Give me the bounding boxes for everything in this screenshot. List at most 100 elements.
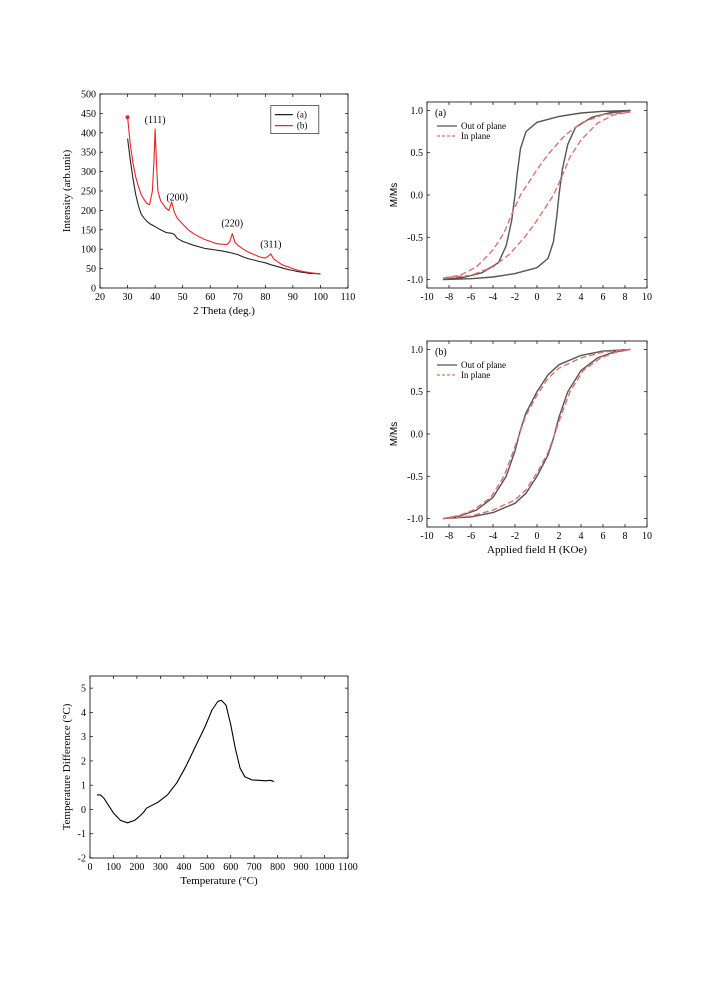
peak-annotation: (111) (145, 115, 166, 126)
x-tick-label: -6 (467, 531, 475, 542)
y-tick-label: -0.5 (407, 233, 423, 244)
panel-label: (a) (435, 108, 446, 119)
y-tick-label: -2 (78, 854, 86, 865)
plot-frame (89, 675, 349, 859)
x-tick-label: 400 (176, 862, 191, 873)
y-tick-label: 0.5 (411, 148, 424, 159)
x-tick-label: 10 (642, 292, 652, 303)
y-tick-label: 0.0 (411, 430, 424, 441)
x-tick-label: 4 (579, 531, 584, 542)
x-tick-label: 10 (642, 531, 652, 542)
y-tick-label: -1.0 (407, 514, 423, 525)
y-tick-label: 0.5 (411, 387, 424, 398)
x-tick-label: 30 (123, 292, 133, 303)
x-tick-label: 1100 (338, 862, 358, 873)
y-tick-label: 300 (81, 167, 96, 178)
x-tick-label: 70 (233, 292, 243, 303)
y-tick-label: 0 (91, 284, 96, 295)
x-tick-label: -2 (511, 531, 519, 542)
plot-frame (426, 101, 648, 289)
x-tick-label: 8 (623, 292, 628, 303)
peak-annotation: (220) (221, 219, 243, 230)
y-tick-label: 50 (86, 264, 96, 275)
x-tick-label: 900 (294, 862, 309, 873)
y-tick-label: 200 (81, 206, 96, 217)
mh-chart-a: -10 -8 -6 -4 -2 0 2 4 6 8 10 -1.0 -0.5 0.0 0.5 1.0 M/Ms (… (389, 101, 652, 303)
x-tick-label: 1000 (315, 862, 335, 873)
y-tick-label: 500 (81, 90, 96, 101)
x-tick-label: -8 (445, 292, 453, 303)
y-tick-label: 1.0 (411, 345, 424, 356)
x-tick-label: -8 (445, 531, 453, 542)
peak-annotation: (200) (166, 193, 188, 204)
x-axis-label: 2 Theta (deg.) (193, 305, 255, 317)
plot-frame (426, 340, 648, 528)
x-tick-label: 2 (557, 292, 562, 303)
legend-label: Out of plane (461, 360, 506, 370)
x-tick-label: -2 (511, 292, 519, 303)
y-axis-label: M/Ms (389, 183, 400, 207)
y-axis-label: Intensity (arb.unit) (61, 149, 73, 232)
mh-chart-b: -10 -8 -6 -4 -2 0 2 4 6 8 10 -1.0 -0.5 0.0 0.5 1.0 Appli… (389, 340, 652, 556)
y-tick-label: -0.5 (407, 472, 423, 483)
dta-chart: 0 100 200 300 400 500 600 700 800 900 1000 1100 -2 -1… (61, 675, 358, 887)
series-line-1 (442, 109, 631, 281)
legend-label: In plane (461, 370, 490, 380)
x-tick-label: 0 (535, 292, 540, 303)
series-line-2 (442, 348, 631, 520)
x-tick-label: 0 (88, 862, 93, 873)
y-tick-label: 1 (81, 781, 86, 792)
y-tick-label: 150 (81, 225, 96, 236)
y-tick-label: -1 (78, 829, 86, 840)
x-tick-label: 2 (557, 531, 562, 542)
x-tick-label: 500 (200, 862, 215, 873)
x-tick-label: -6 (467, 292, 475, 303)
series-line-2 (127, 117, 321, 275)
x-tick-label: 40 (150, 292, 160, 303)
series-start-marker (125, 115, 130, 120)
x-tick-label: 110 (341, 292, 356, 303)
x-axis-label: Applied field H (KOe) (487, 544, 587, 556)
y-tick-label: 350 (81, 148, 96, 159)
x-tick-label: 6 (601, 531, 606, 542)
y-tick-label: 450 (81, 109, 96, 120)
y-tick-label: 3 (81, 732, 86, 743)
y-tick-label: 4 (81, 708, 86, 719)
legend-label: (b) (297, 121, 308, 131)
y-tick-label: 0.0 (411, 191, 424, 202)
x-tick-label: 200 (129, 862, 144, 873)
panel-label: (b) (435, 347, 447, 358)
x-tick-label: 800 (270, 862, 285, 873)
x-tick-label: 50 (178, 292, 188, 303)
y-axis-label: M/Ms (389, 422, 400, 446)
x-tick-label: -4 (489, 531, 497, 542)
x-tick-label: 60 (205, 292, 215, 303)
legend-label: (a) (297, 110, 307, 120)
y-tick-label: 0 (81, 805, 86, 816)
legend-box (270, 105, 320, 134)
series-line-1 (97, 699, 275, 824)
x-tick-label: 90 (288, 292, 298, 303)
y-tick-label: 250 (81, 187, 96, 198)
x-tick-label: -10 (420, 292, 433, 303)
x-tick-label: 100 (313, 292, 328, 303)
y-tick-label: 1.0 (411, 106, 424, 117)
legend-label: In plane (461, 131, 490, 141)
x-tick-label: 20 (95, 292, 105, 303)
peak-annotation: (311) (260, 239, 281, 250)
x-tick-label: 300 (153, 862, 168, 873)
x-tick-label: 6 (601, 292, 606, 303)
x-tick-label: 700 (247, 862, 262, 873)
x-tick-label: 4 (579, 292, 584, 303)
y-tick-label: 100 (81, 245, 96, 256)
x-tick-label: -10 (420, 531, 433, 542)
series-line-2 (442, 111, 631, 279)
y-tick-label: 5 (81, 684, 86, 695)
x-axis-label: Temperature (°C) (180, 875, 258, 887)
series-line-1 (127, 138, 321, 275)
x-tick-label: 8 (623, 531, 628, 542)
xrd-chart: 20 30 40 50 60 70 80 90 100 110 0 50 100 150 200 250 300… (61, 90, 355, 318)
x-tick-label: 0 (535, 531, 540, 542)
y-tick-label: 2 (81, 756, 86, 767)
x-tick-label: 100 (106, 862, 121, 873)
